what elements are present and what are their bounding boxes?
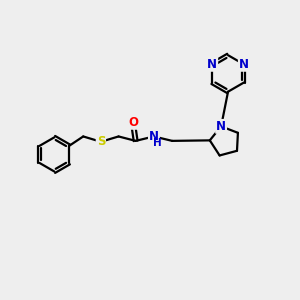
Text: S: S — [97, 135, 105, 148]
Text: N: N — [239, 58, 249, 71]
Text: O: O — [128, 116, 138, 129]
Text: N: N — [216, 120, 226, 133]
Text: N: N — [207, 58, 217, 71]
Text: H: H — [153, 138, 162, 148]
Text: N: N — [149, 130, 159, 143]
